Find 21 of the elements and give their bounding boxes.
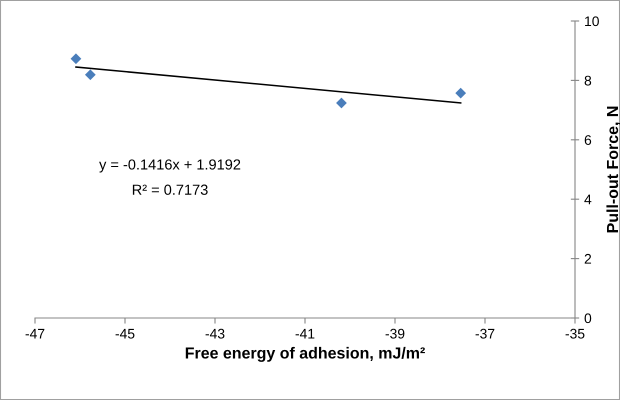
y-tick-label: 10 bbox=[585, 16, 599, 26]
point bbox=[84, 69, 96, 80]
point bbox=[336, 98, 347, 108]
point bbox=[70, 53, 82, 64]
x-tick-label: -35 bbox=[566, 328, 584, 339]
y-tick-label: 8 bbox=[584, 76, 592, 86]
x-tick-label: -45 bbox=[116, 328, 134, 339]
annotation: y = -0.1416x + 1.9192 bbox=[99, 159, 240, 173]
x-tick-label: -41 bbox=[296, 328, 314, 338]
point bbox=[455, 88, 466, 99]
x-tick-label: -47 bbox=[26, 328, 44, 338]
x-tick-label: -43 bbox=[206, 328, 224, 339]
y-tick-label: 4 bbox=[584, 194, 592, 204]
x-axis-title: Free energy of adhesion, mJ/m² bbox=[186, 346, 425, 362]
annotation: R² = 0.7173 bbox=[132, 184, 208, 195]
x-tick-label: -37 bbox=[476, 328, 494, 339]
y-tick-label: 6 bbox=[584, 135, 592, 145]
y-tick-label: 2 bbox=[584, 254, 592, 264]
x-tick-label: -39 bbox=[386, 328, 404, 339]
y-tick-label: 0 bbox=[584, 313, 592, 324]
y-axis-title: Pull-out Force, N bbox=[606, 106, 620, 232]
